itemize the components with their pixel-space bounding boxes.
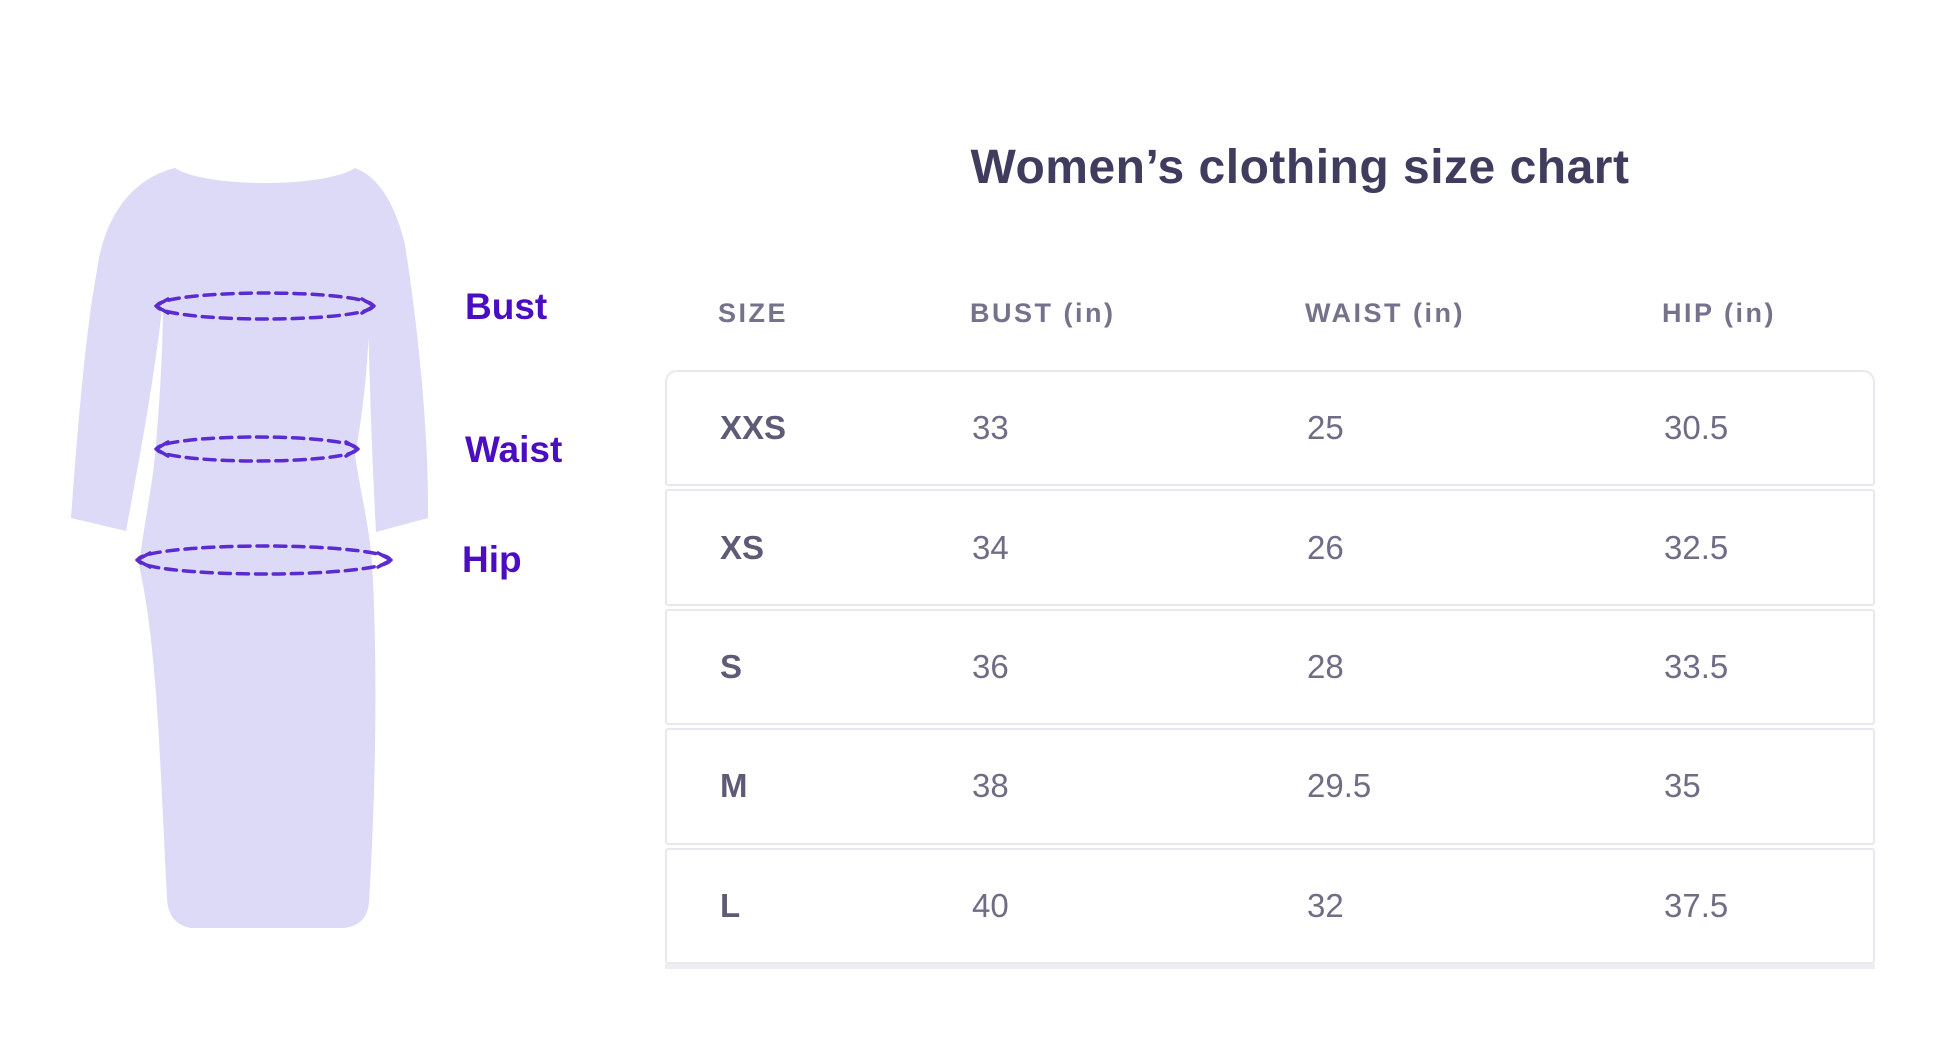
bust-cell: 38 — [972, 767, 1009, 805]
hip-cell: 33.5 — [1664, 648, 1729, 686]
size-cell: S — [720, 648, 743, 686]
size-table: XXS 33 25 30.5 XS 34 26 32.5 S 36 28 33.5 M 38 29.5 35 L… — [665, 370, 1875, 965]
table-row: M 38 29.5 35 — [665, 728, 1875, 845]
dress-figure — [55, 150, 475, 970]
waist-cell: 26 — [1307, 528, 1344, 566]
dress-illustration — [71, 168, 429, 928]
hip-cell: 32.5 — [1664, 528, 1729, 566]
waist-right-arrow — [344, 440, 360, 458]
waist-label: Waist — [465, 429, 563, 470]
hip-left-arrow — [135, 551, 152, 569]
hip-cell: 35 — [1664, 767, 1701, 805]
waist-cell: 25 — [1307, 409, 1344, 447]
bust-cell: 34 — [972, 528, 1009, 566]
bust-label: Bust — [465, 286, 548, 327]
hip-cell: 30.5 — [1664, 409, 1729, 447]
size-cell: M — [720, 767, 748, 805]
size-cell: L — [720, 886, 741, 924]
table-row: XXS 33 25 30.5 — [665, 370, 1875, 487]
bust-cell: 36 — [972, 648, 1009, 686]
waist-cell: 28 — [1307, 648, 1344, 686]
size-cell: XS — [720, 528, 765, 566]
table-row: L 40 32 37.5 — [665, 847, 1875, 965]
waist-cell: 29.5 — [1307, 767, 1372, 805]
table-row: S 36 28 33.5 — [665, 608, 1875, 726]
bust-left-arrow — [154, 297, 170, 315]
column-header-size: SIZE — [718, 298, 789, 328]
page-title: Women’s clothing size chart — [970, 141, 1630, 194]
bust-cell: 40 — [972, 886, 1009, 924]
waist-left-arrow — [154, 440, 170, 458]
table-header-row: SIZE BUST (in) WAIST (in) HIP (in) — [665, 294, 1875, 332]
bust-cell: 33 — [972, 409, 1009, 447]
bust-right-arrow — [360, 297, 376, 315]
size-cell: XXS — [720, 409, 787, 447]
column-header-bust: BUST (in) — [970, 298, 1116, 328]
waist-cell: 32 — [1307, 886, 1344, 924]
column-header-hip: HIP (in) — [1662, 298, 1776, 328]
measurement-lines — [135, 291, 393, 576]
dress-shape — [71, 168, 429, 928]
hip-label: Hip — [462, 539, 522, 580]
table-row: XS 34 26 32.5 — [665, 489, 1875, 606]
column-header-waist: WAIST (in) — [1305, 298, 1465, 328]
hip-cell: 37.5 — [1664, 886, 1729, 924]
hip-right-arrow — [376, 551, 393, 569]
